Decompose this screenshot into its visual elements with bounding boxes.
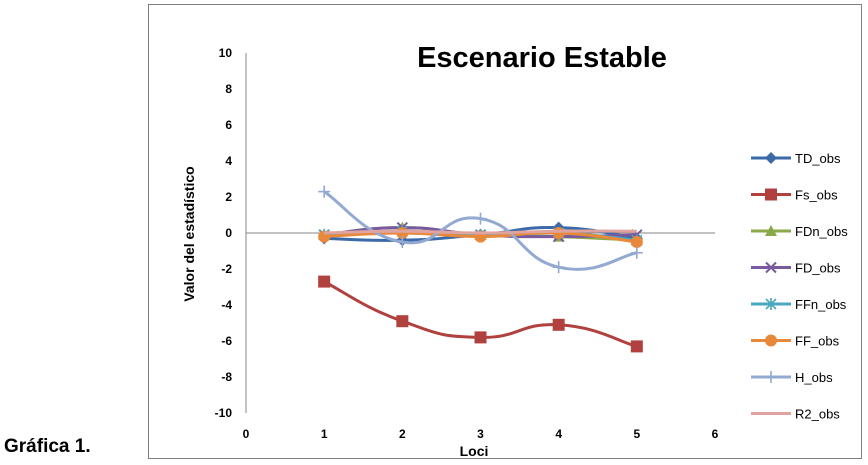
y-tick-label: 6: [225, 118, 232, 132]
x-tick-label: 3: [477, 427, 484, 441]
y-axis-label: Valor del estadístico: [181, 166, 197, 301]
legend-marker: [765, 225, 777, 236]
data-point: [474, 212, 487, 225]
data-point: [396, 236, 409, 248]
data-point: [318, 185, 331, 198]
series-R2_obs: [324, 229, 637, 235]
legend-item: H_obs: [751, 370, 833, 385]
legend-marker: [765, 298, 777, 310]
chart-title: Escenario Estable: [417, 42, 667, 74]
legend-marker: [765, 334, 777, 347]
legend-marker: [765, 371, 777, 383]
y-tick-label: 10: [219, 46, 233, 60]
y-tick-label: 2: [225, 190, 232, 204]
legend-label: H_obs: [795, 370, 833, 385]
legend-marker: [765, 188, 777, 201]
x-tick-label: 0: [243, 427, 250, 441]
y-tick-label: -2: [221, 262, 232, 276]
data-point: [318, 275, 331, 288]
y-tick-label: -6: [221, 334, 232, 348]
x-tick-label: 2: [399, 427, 406, 441]
data-point: [630, 340, 643, 353]
x-axis-label: Loci: [460, 443, 489, 459]
legend-item: FDn_obs: [751, 224, 848, 239]
series-Fs_obs: [318, 275, 643, 353]
legend-item: FF_obs: [751, 334, 840, 349]
y-tick-label: -10: [215, 406, 233, 420]
legend-label: FD_obs: [795, 261, 841, 276]
x-tick-label: 6: [712, 427, 719, 441]
series-line: [324, 229, 637, 235]
legend-label: FFn_obs: [795, 297, 847, 312]
legend-item: R2_obs: [751, 407, 840, 422]
data-point: [630, 236, 643, 248]
legend-item: FFn_obs: [751, 297, 847, 312]
data-point: [474, 331, 487, 344]
tick-labels: 10 8 6 4 2 0 -2 -4 -6 -8 -10 0 1 2 3 4 5 6: [215, 46, 719, 441]
y-tick-label: -8: [221, 370, 232, 384]
x-tick-label: 5: [633, 427, 640, 441]
y-tick-label: 4: [225, 154, 232, 168]
data-point: [552, 261, 565, 274]
legend-item: FD_obs: [751, 261, 841, 276]
figure-caption: Gráfica 1.: [4, 436, 91, 457]
series-layer: [318, 185, 643, 353]
y-tick-label: 0: [225, 226, 232, 240]
x-tick-label: 4: [555, 427, 562, 441]
legend-label: TD_obs: [795, 151, 841, 166]
data-point: [552, 227, 565, 239]
data-point: [396, 315, 409, 328]
legend-item: Fs_obs: [751, 188, 838, 203]
legend: TD_obs Fs_obs FDn_obs FD_obs FFn_obs FF_obs H_…: [751, 151, 848, 422]
legend-marker: [765, 261, 777, 274]
line-chart: Escenario Estable Valor del estadístico …: [181, 42, 848, 459]
data-point: [630, 246, 643, 259]
x-tick-label: 1: [321, 427, 328, 441]
data-point: [552, 318, 565, 331]
legend-label: Fs_obs: [795, 188, 838, 203]
legend-marker: [765, 152, 777, 164]
y-tick-label: -4: [221, 298, 232, 312]
legend-label: FF_obs: [795, 334, 840, 349]
legend-label: R2_obs: [795, 407, 840, 422]
legend-item: TD_obs: [751, 151, 841, 166]
y-tick-label: 8: [225, 82, 232, 96]
chart-frame: Escenario Estable Valor del estadístico …: [148, 4, 862, 459]
legend-label: FDn_obs: [795, 224, 848, 239]
